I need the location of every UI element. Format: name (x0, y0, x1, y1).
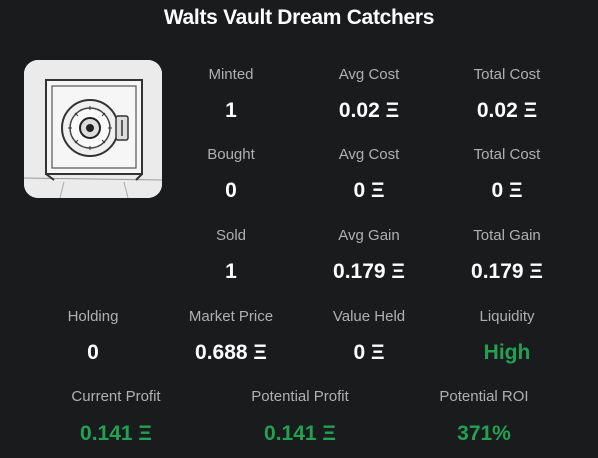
sold-avg-gain: 0.179 Ξ (333, 260, 405, 283)
minted-avg-cost: 0.02 Ξ (338, 99, 400, 122)
sold-avg-gain-label: Avg Gain (338, 227, 400, 244)
bought-avg-cost-label: Avg Cost (338, 146, 400, 163)
current-profit: 0.141 Ξ (80, 422, 152, 445)
collection-image (24, 60, 162, 198)
minted-count: 1 (225, 99, 237, 122)
minted-avg-cost-label: Avg Cost (338, 66, 400, 83)
vault-safe-icon (24, 60, 162, 198)
bought-count: 0 (225, 179, 237, 202)
bought-label: Bought (207, 146, 255, 163)
potential-profit: 0.141 Ξ (264, 422, 336, 445)
value-held: 0 Ξ (353, 341, 385, 364)
market-price-label: Market Price (188, 308, 274, 325)
minted-label: Minted (208, 66, 254, 83)
bought-avg-cost: 0 Ξ (353, 179, 385, 202)
sold-count: 1 (225, 260, 237, 283)
liquidity-label: Liquidity (479, 308, 535, 325)
sold-total-gain-label: Total Gain (473, 227, 541, 244)
holding-count: 0 (87, 341, 99, 364)
potential-profit-label: Potential Profit (251, 388, 349, 405)
collection-title: Walts Vault Dream Catchers (163, 6, 435, 29)
value-held-label: Value Held (332, 308, 406, 325)
bought-total-cost-label: Total Cost (473, 146, 541, 163)
sold-total-gain: 0.179 Ξ (471, 260, 543, 283)
minted-total-cost: 0.02 Ξ (476, 99, 538, 122)
potential-roi-label: Potential ROI (439, 388, 529, 405)
market-price: 0.688 Ξ (195, 341, 267, 364)
bought-total-cost: 0 Ξ (491, 179, 523, 202)
potential-roi: 371% (457, 422, 511, 445)
current-profit-label: Current Profit (71, 388, 161, 405)
liquidity-value: High (483, 341, 531, 364)
holding-label: Holding (67, 308, 119, 325)
sold-label: Sold (215, 227, 247, 244)
minted-total-cost-label: Total Cost (473, 66, 541, 83)
